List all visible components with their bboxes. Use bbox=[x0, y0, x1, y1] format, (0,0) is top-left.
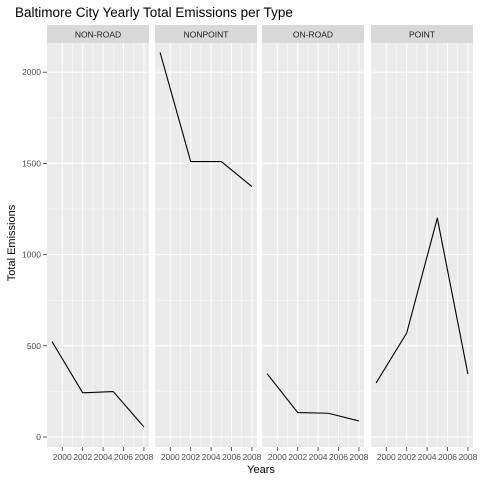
facet-panel: 2000 2002 2004 2006 2008 NONPOINT bbox=[155, 25, 262, 462]
y-tick-label: 1000 bbox=[22, 250, 41, 260]
facet-strip-label: POINT bbox=[409, 30, 435, 40]
facet-panel: 2000 2002 2004 2006 2008 POINT bbox=[371, 25, 478, 462]
y-tick-label: 1500 bbox=[22, 158, 41, 168]
panel-background bbox=[155, 43, 257, 447]
x-tick-label: 2008 bbox=[349, 452, 368, 462]
x-tick-label: 2008 bbox=[458, 452, 477, 462]
y-tick-label: 500 bbox=[27, 341, 41, 351]
series-line bbox=[51, 341, 145, 428]
facet-strip-label: NONPOINT bbox=[184, 30, 229, 40]
y-tick-label: 0 bbox=[36, 432, 41, 442]
facet-strip bbox=[155, 25, 257, 43]
x-tick-label: 2002 bbox=[288, 452, 307, 462]
x-tick-label: 2000 bbox=[377, 452, 396, 462]
x-tick-label: 2002 bbox=[73, 452, 92, 462]
facet-strip bbox=[47, 25, 149, 43]
x-tick-label: 2002 bbox=[181, 452, 200, 462]
x-tick-label: 2006 bbox=[222, 452, 241, 462]
panel-background bbox=[47, 43, 149, 447]
y-tick-label: 2000 bbox=[22, 67, 41, 77]
x-tick-label: 2000 bbox=[53, 452, 72, 462]
x-tick-label: 2008 bbox=[242, 452, 261, 462]
x-tick-label: 2002 bbox=[397, 452, 416, 462]
series-line bbox=[159, 52, 253, 187]
x-tick-label: 2004 bbox=[418, 452, 437, 462]
x-tick-label: 2004 bbox=[309, 452, 328, 462]
panel-background bbox=[371, 43, 473, 447]
chart-title: Baltimore City Yearly Total Emissions pe… bbox=[15, 5, 293, 20]
facet-panel: 2000 2002 2004 2006 2008 NON-ROAD bbox=[47, 25, 154, 462]
x-tick-label: 2008 bbox=[134, 452, 153, 462]
facet-panel: 2000 2002 2004 2006 2008 ON-ROAD bbox=[262, 25, 369, 462]
x-tick-label: 2006 bbox=[329, 452, 348, 462]
x-tick-label: 2000 bbox=[161, 452, 180, 462]
x-tick-label: 2004 bbox=[202, 452, 221, 462]
x-tick-label: 2006 bbox=[114, 452, 133, 462]
facet-strip bbox=[371, 25, 473, 43]
y-axis: 0 500 1000 1500 2000 bbox=[22, 67, 47, 442]
x-tick-label: 2006 bbox=[438, 452, 457, 462]
x-axis-title: Years bbox=[247, 464, 275, 476]
x-tick-label: 2000 bbox=[268, 452, 287, 462]
facet-strip-label: NON-ROAD bbox=[75, 30, 121, 40]
x-tick-label: 2004 bbox=[94, 452, 113, 462]
facet-strip bbox=[262, 25, 364, 43]
y-axis-title: Total Emissions bbox=[6, 204, 18, 281]
series-line bbox=[266, 373, 360, 422]
panel-background bbox=[262, 43, 364, 447]
facet-strip-label: ON-ROAD bbox=[293, 30, 333, 40]
series-line bbox=[375, 217, 469, 384]
